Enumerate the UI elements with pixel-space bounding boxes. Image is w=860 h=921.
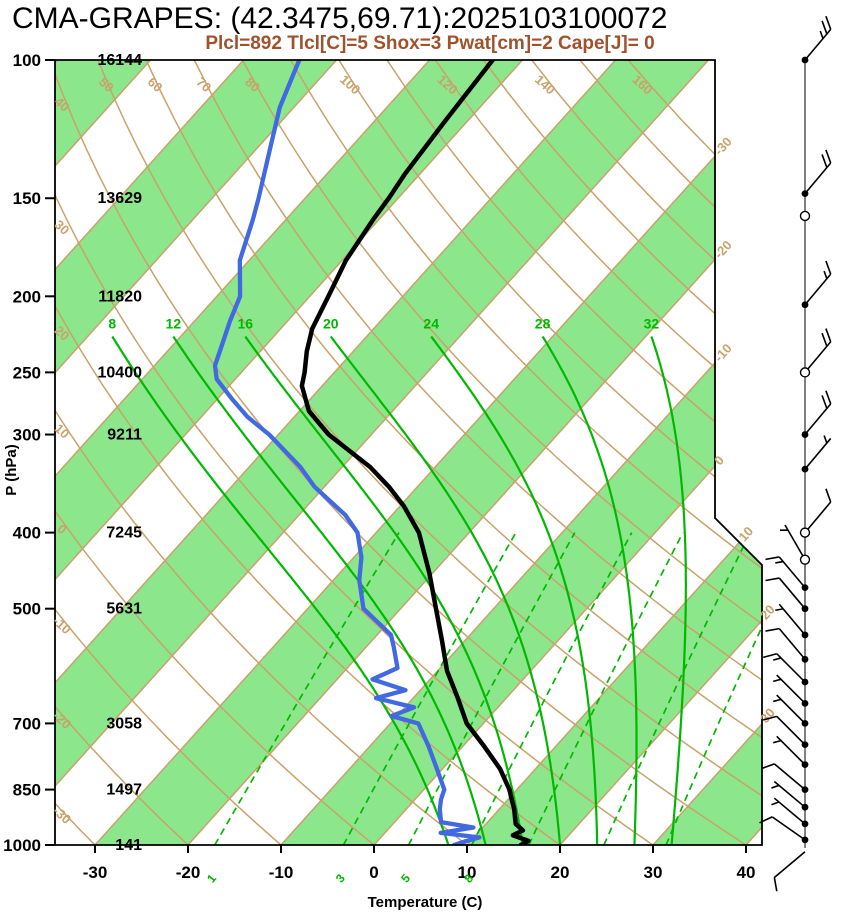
wind-level-circle bbox=[799, 210, 811, 222]
svg-text:5: 5 bbox=[398, 871, 413, 885]
svg-text:-20: -20 bbox=[176, 863, 201, 882]
moist-adiabat-labels: 8 12 16 20 24 28 32 bbox=[108, 315, 659, 331]
svg-text:1497: 1497 bbox=[106, 782, 142, 799]
svg-text:12: 12 bbox=[166, 315, 182, 331]
profile-temperature bbox=[299, 60, 531, 845]
svg-text:32: 32 bbox=[644, 315, 660, 331]
svg-text:0: 0 bbox=[369, 863, 378, 882]
wind-level-dot bbox=[801, 699, 809, 707]
wind-level-dot bbox=[801, 190, 809, 198]
svg-text:10400: 10400 bbox=[98, 364, 143, 381]
svg-text:250: 250 bbox=[13, 363, 41, 382]
svg-text:200: 200 bbox=[13, 287, 41, 306]
svg-text:28: 28 bbox=[535, 315, 551, 331]
wind-level-circle bbox=[799, 527, 811, 538]
wind-level-circle bbox=[799, 367, 811, 378]
svg-text:10: 10 bbox=[458, 863, 477, 882]
svg-text:30: 30 bbox=[644, 863, 663, 882]
svg-text:9211: 9211 bbox=[107, 427, 142, 444]
svg-text:5631: 5631 bbox=[106, 601, 142, 618]
svg-text:13629: 13629 bbox=[98, 190, 143, 207]
svg-text:16144: 16144 bbox=[98, 52, 143, 69]
wind-level-dot bbox=[801, 56, 809, 64]
svg-text:60: 60 bbox=[145, 74, 166, 95]
mixing-ratio-lines bbox=[213, 532, 762, 845]
wind-level-dot bbox=[801, 836, 809, 844]
svg-text:300: 300 bbox=[13, 426, 41, 445]
wind-level-dot bbox=[801, 761, 809, 769]
svg-text:8: 8 bbox=[108, 315, 116, 331]
moist-adiabat-lines bbox=[111, 335, 687, 845]
profile-dewpoint bbox=[212, 60, 482, 845]
svg-text:16: 16 bbox=[237, 315, 253, 331]
svg-text:20: 20 bbox=[551, 863, 570, 882]
svg-text:150: 150 bbox=[13, 189, 41, 208]
svg-text:7245: 7245 bbox=[106, 525, 142, 542]
svg-text:30: 30 bbox=[757, 705, 778, 726]
isotherm-lines bbox=[55, 60, 762, 845]
svg-text:Temperature (C): Temperature (C) bbox=[368, 894, 483, 911]
svg-text:-30: -30 bbox=[83, 863, 108, 882]
wind-level-dot bbox=[801, 786, 809, 793]
wind-level-dot bbox=[801, 301, 809, 309]
svg-text:P (hPa): P (hPa) bbox=[3, 444, 20, 495]
svg-text:850: 850 bbox=[13, 781, 41, 800]
wind-level-dot bbox=[801, 584, 809, 591]
chart-subtitle: Plcl=892 Tlcl[C]=5 Shox=3 Pwat[cm]=2 Cap… bbox=[205, 33, 655, 54]
wind-level-dot bbox=[801, 820, 809, 828]
svg-text:-30: -30 bbox=[50, 803, 74, 827]
svg-text:3: 3 bbox=[333, 871, 348, 885]
wind-level-dot bbox=[801, 720, 809, 727]
wind-level-dot bbox=[801, 431, 809, 438]
svg-text:-10: -10 bbox=[269, 863, 294, 882]
svg-text:500: 500 bbox=[13, 600, 41, 619]
svg-text:20: 20 bbox=[323, 315, 339, 331]
svg-text:400: 400 bbox=[13, 524, 41, 543]
sounding-profiles bbox=[212, 60, 531, 845]
wind-level-dot bbox=[801, 741, 809, 749]
wind-barb-column bbox=[759, 15, 832, 892]
wind-level-dot bbox=[801, 655, 809, 663]
svg-text:3058: 3058 bbox=[106, 715, 142, 732]
svg-text:24: 24 bbox=[423, 315, 439, 331]
wind-level-circle bbox=[799, 554, 811, 565]
chart-title: CMA-GRAPES: (42.3475,69.71):202510310007… bbox=[12, 2, 668, 35]
svg-text:140: 140 bbox=[532, 72, 558, 98]
wind-level-dot bbox=[801, 631, 809, 639]
wind-level-dot bbox=[801, 803, 809, 811]
wind-level-dot bbox=[801, 465, 809, 473]
svg-text:40: 40 bbox=[737, 863, 756, 882]
svg-text:-10: -10 bbox=[50, 613, 74, 637]
svg-text:100: 100 bbox=[13, 51, 41, 70]
dry-adiabat-lines bbox=[55, 60, 762, 845]
svg-text:11820: 11820 bbox=[98, 288, 142, 305]
svg-text:1: 1 bbox=[204, 871, 219, 885]
svg-text:700: 700 bbox=[13, 714, 41, 733]
wind-level-dot bbox=[801, 605, 809, 613]
wind-level-dot bbox=[801, 678, 809, 686]
svg-text:1000: 1000 bbox=[3, 836, 41, 855]
svg-text:141: 141 bbox=[115, 837, 142, 854]
